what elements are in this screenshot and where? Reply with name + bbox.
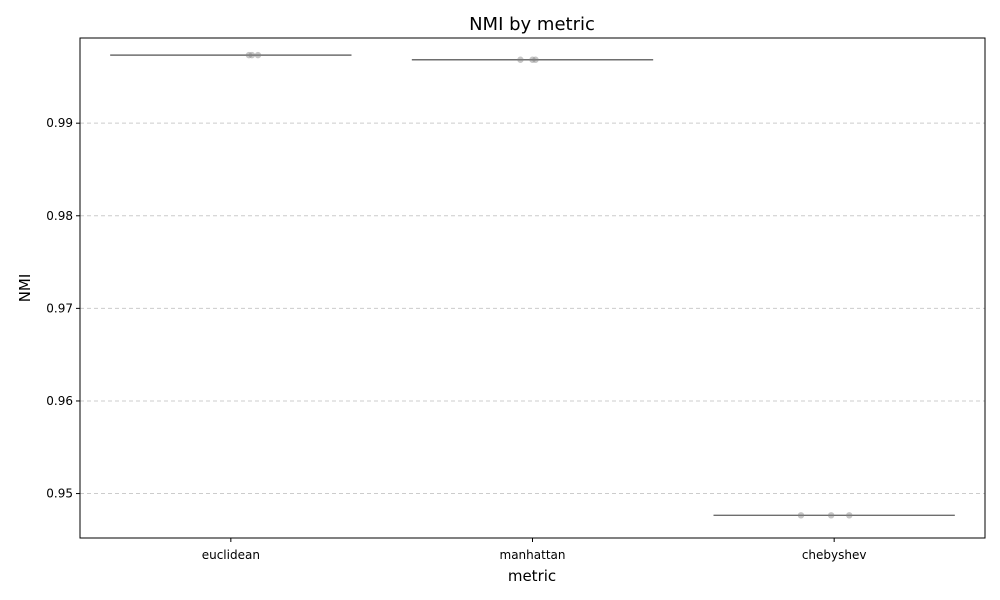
point-layer [245, 51, 853, 519]
point-manhattan [532, 56, 539, 63]
y-axis-label: NMI [16, 274, 34, 303]
y-axis: 0.95 0.96 0.97 0.98 0.99 [46, 116, 80, 501]
point-chebyshev [827, 512, 835, 519]
y-tick-label: 0.97 [46, 301, 73, 315]
point-manhattan [529, 56, 536, 63]
plot-frame [79, 37, 986, 539]
point-chebyshev [846, 512, 853, 519]
point-manhattan [517, 56, 524, 63]
point-euclidean [248, 51, 256, 59]
x-tick-label: euclidean [202, 548, 260, 562]
x-tick-label: manhattan [500, 548, 566, 562]
y-tick-label: 0.98 [46, 209, 73, 223]
point-chebyshev [797, 512, 805, 519]
x-axis: euclidean manhattan chebyshev [202, 538, 867, 562]
x-axis-label: metric [508, 567, 556, 585]
y-tick-label: 0.95 [46, 487, 73, 501]
point-euclidean [245, 51, 253, 59]
point-euclidean [254, 51, 262, 59]
grid-layer [80, 122, 985, 495]
y-tick-label: 0.96 [46, 394, 73, 408]
chart-title: NMI by metric [469, 14, 595, 35]
y-tick-label: 0.99 [46, 116, 73, 130]
box-layer [110, 54, 955, 517]
x-tick-label: chebyshev [802, 548, 867, 562]
